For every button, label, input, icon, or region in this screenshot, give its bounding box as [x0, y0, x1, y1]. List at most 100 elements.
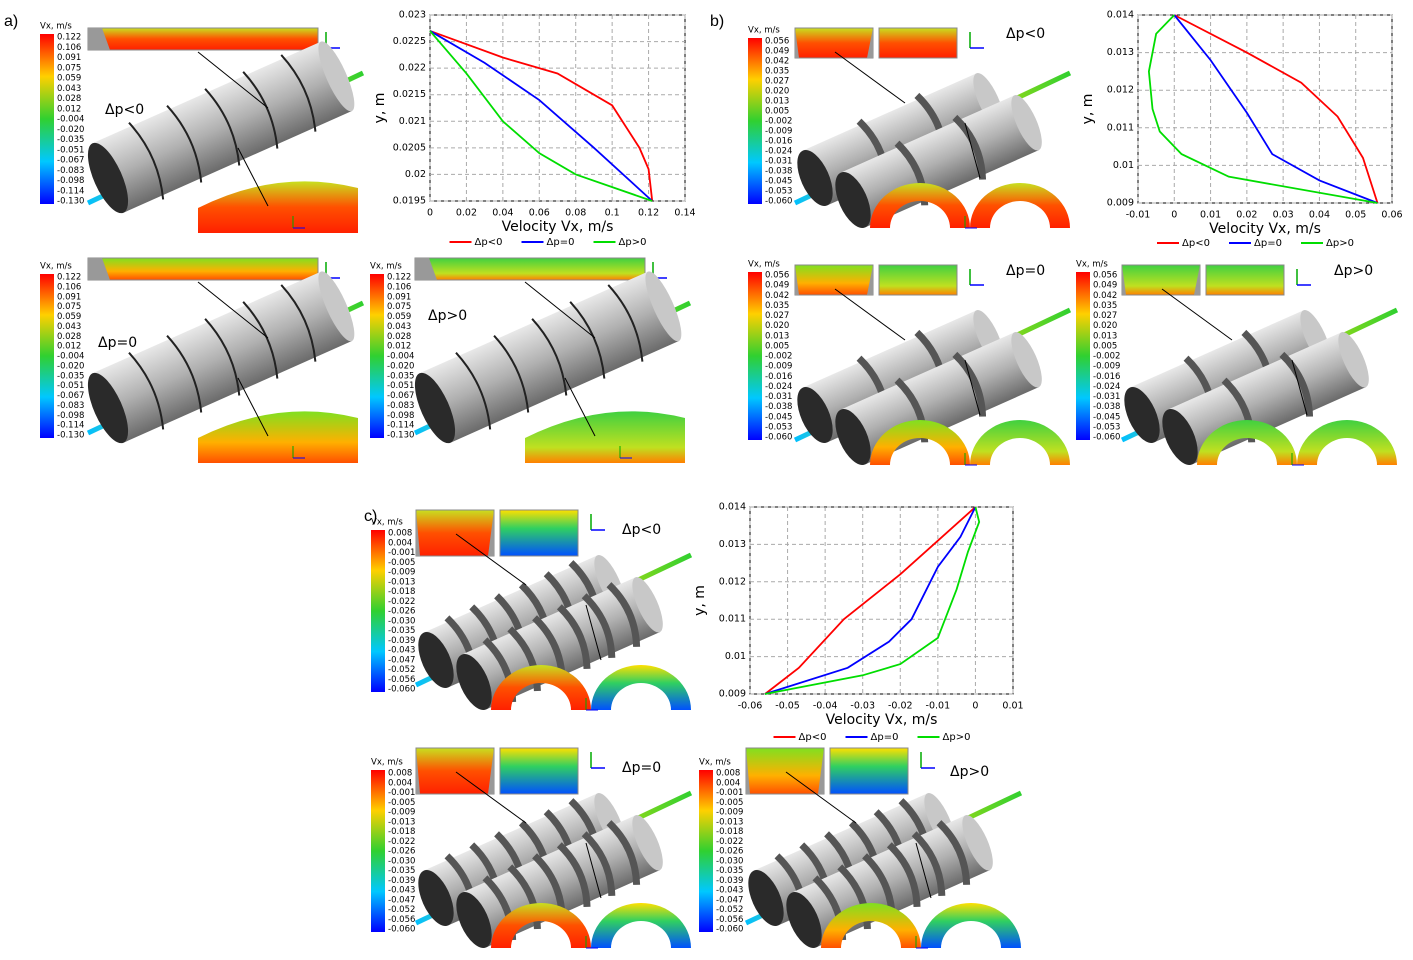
x-tick-label: -0.02 [888, 701, 913, 712]
colorbar-tick-label: 0.035 [1093, 301, 1117, 311]
colorbar-tick-label: -0.016 [765, 372, 792, 382]
x-tick-label: -0.06 [738, 701, 763, 712]
colorbar-tick-label: 0.013 [765, 331, 789, 341]
colorbar-title: Vx, m/s [371, 518, 403, 528]
legend-label: Δp>0 [943, 732, 971, 743]
colorbar-title: Vx, m/s [370, 262, 402, 272]
colorbar-tick-label: 0.056 [1093, 271, 1117, 281]
colorbar-tick-label: -0.114 [57, 421, 84, 431]
colorbar [748, 272, 762, 440]
colorbar-tick-label: -0.002 [765, 352, 792, 362]
y-tick-label: 0.0195 [393, 196, 426, 207]
colorbar-tick-label: -0.002 [1093, 352, 1120, 362]
colorbar-tick-label: -0.060 [765, 433, 792, 443]
colorbar-tick-label: 0.008 [388, 769, 412, 779]
y-tick-label: 0.0205 [393, 142, 426, 153]
colorbar-tick-label: -0.004 [387, 352, 414, 362]
colorbar-tick-label: -0.001 [388, 788, 415, 798]
y-tick-label: 0.012 [1107, 85, 1134, 96]
y-tick-label: 0.021 [399, 116, 426, 127]
y-axis-label: y, m [1080, 94, 1096, 125]
colorbar-tick-label: -0.045 [1093, 412, 1120, 422]
y-tick-label: 0.01 [725, 651, 746, 662]
colorbar-tick-label: -0.022 [388, 837, 415, 847]
colorbar-tick-label: -0.114 [57, 186, 84, 196]
arrow [835, 52, 905, 103]
section-inset [1206, 265, 1284, 295]
colorbar-tick-label: -0.005 [716, 798, 743, 808]
colorbar-tick-label: 0.027 [765, 311, 789, 321]
colorbar-tick-label: 0.049 [765, 281, 789, 291]
y-tick-label: 0.023 [399, 10, 426, 21]
colorbar-tick-label: 0.005 [765, 107, 789, 117]
colorbar-tick-label: -0.031 [765, 157, 792, 167]
figure: a)b)c)Vx, m/s0.1220.1060.0910.0750.0590.… [0, 0, 1413, 960]
colorbar-tick-label: -0.009 [388, 808, 415, 818]
section-inset [416, 748, 494, 794]
x-tick-label: 0.06 [1381, 210, 1402, 221]
colorbar-tick-label: -0.030 [388, 616, 415, 626]
colorbar-tick-label: -0.018 [388, 587, 415, 597]
x-tick-label: 0.02 [1236, 210, 1257, 221]
colorbar-tick-label: -0.053 [765, 187, 792, 197]
simulation-view [788, 28, 1070, 237]
colorbar-tick-label: -0.052 [388, 905, 415, 915]
colorbar-tick-label: 0.013 [765, 97, 789, 107]
colorbar-tick-label: 0.008 [388, 529, 412, 539]
colorbar-tick-label: 0.056 [765, 271, 789, 281]
y-tick-label: 0.013 [719, 539, 746, 550]
y-tick-label: 0.009 [1107, 198, 1134, 209]
simulation-view [405, 258, 690, 463]
plot-area [1138, 15, 1392, 203]
colorbar-tick-label: 0.059 [57, 74, 81, 84]
y-axis-label: y, m [692, 585, 708, 616]
colorbar-tick-label: -0.013 [716, 817, 743, 827]
colorbar-tick-label: -0.020 [57, 125, 84, 135]
colorbar-tick-label: -0.030 [388, 856, 415, 866]
legend-label: Δp<0 [1182, 238, 1210, 249]
section-inset [830, 748, 908, 794]
colorbar-tick-label: 0.091 [57, 292, 81, 302]
simulation-view [409, 748, 691, 957]
colorbar-tick-label: 0.049 [1093, 281, 1117, 291]
colorbar-tick-label: -0.038 [765, 167, 792, 177]
colorbar-tick-label: -0.083 [57, 401, 84, 411]
colorbar-tick-label: -0.022 [388, 597, 415, 607]
colorbar-tick-label: -0.026 [716, 847, 743, 857]
section-inset [746, 748, 824, 794]
colorbar-tick-label: 0.106 [387, 282, 411, 292]
colorbar-tick-label: 0.020 [765, 321, 789, 331]
colorbar-tick-label: -0.039 [388, 876, 415, 886]
y-tick-label: 0.012 [719, 576, 746, 587]
x-axis-label: Velocity Vx, m/s [502, 219, 614, 235]
colorbar-tick-label: -0.060 [1093, 433, 1120, 443]
x-axis-label: Velocity Vx, m/s [1209, 221, 1321, 237]
y-axis-label: y, m [372, 93, 388, 124]
colorbar-title: Vx, m/s [748, 260, 780, 270]
colorbar-tick-label: 0.028 [57, 332, 81, 342]
x-tick-label: 0.14 [674, 208, 695, 219]
colorbar-title: Vx, m/s [40, 22, 72, 32]
colorbar-tick-label: -0.043 [388, 886, 415, 896]
colorbar-tick-label: -0.004 [57, 352, 84, 362]
colorbar-tick-label: -0.067 [387, 391, 414, 401]
colorbar-tick-label: -0.024 [765, 147, 792, 157]
simulation-view [78, 28, 363, 233]
colorbar-tick-label: -0.060 [388, 925, 415, 935]
colorbar-tick-label: -0.026 [388, 607, 415, 617]
section-inset [415, 258, 645, 280]
colorbar-tick-label: 0.004 [388, 538, 412, 548]
y-tick-label: 0.02 [405, 169, 426, 180]
colorbar-tick-label: -0.038 [1093, 402, 1120, 412]
colorbar-tick-label: 0.043 [57, 322, 81, 332]
legend-label: Δp=0 [1254, 238, 1282, 249]
colorbar-tick-label: 0.004 [388, 778, 412, 788]
colorbar-tick-label: 0.042 [1093, 291, 1117, 301]
colorbar-tick-label: 0.008 [716, 769, 740, 779]
x-tick-label: 0 [972, 701, 978, 712]
pressure-label: Δp=0 [1006, 263, 1045, 279]
colorbar-tick-label: -0.002 [765, 117, 792, 127]
colorbar-tick-label: 0.059 [57, 312, 81, 322]
y-tick-label: 0.014 [1107, 10, 1134, 21]
section-band [591, 903, 691, 948]
